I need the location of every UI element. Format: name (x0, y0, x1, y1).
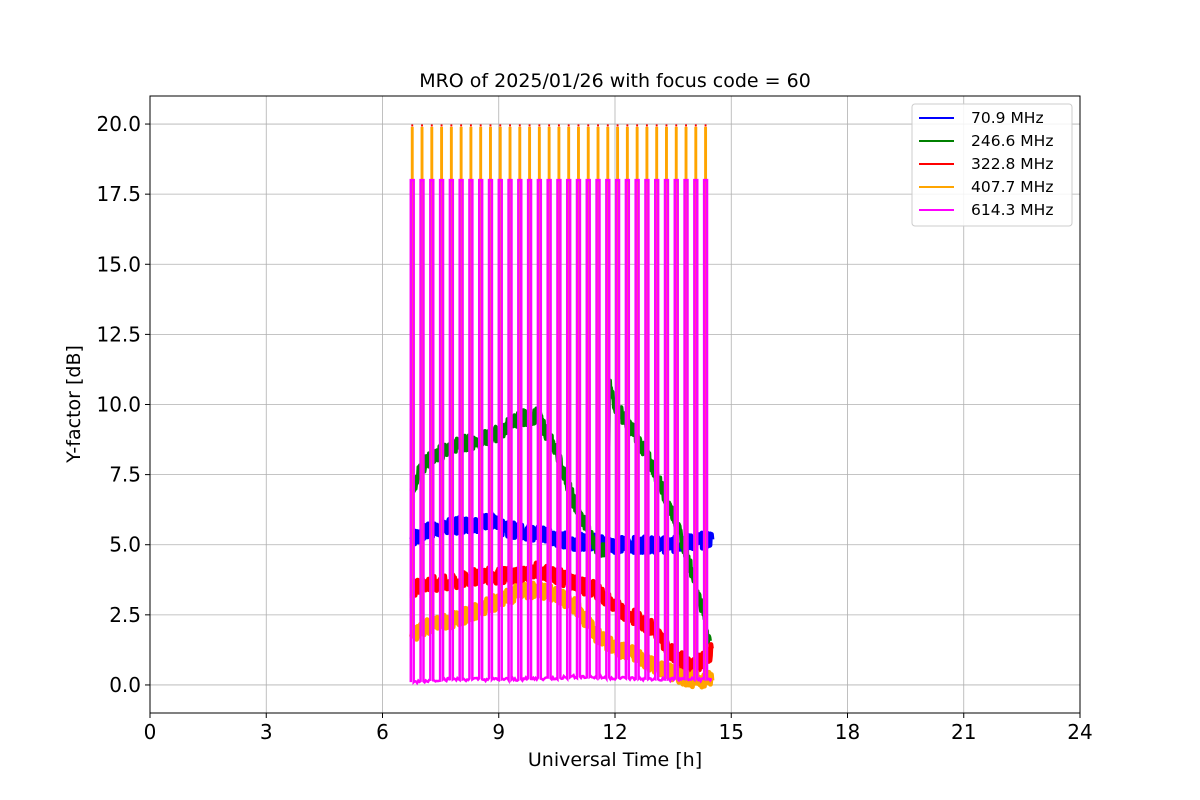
legend-label: 614.3 MHz (971, 201, 1053, 219)
y-tick-label: 2.5 (109, 603, 141, 627)
x-tick-label: 15 (719, 720, 744, 744)
orange-pulse (577, 126, 580, 610)
plot-area (409, 124, 715, 690)
orange-pulse (586, 126, 590, 624)
y-axis-label: Y-factor [dB] (63, 345, 85, 464)
orange-pulse (684, 126, 688, 678)
orange-pulse (498, 126, 502, 601)
y-tick-label: 10.0 (96, 393, 141, 417)
axis-ticks: 0 3 6 9 12 15 18 21 24 0.0 2.5 5.0 7.5 10.0 12.5 15.0 17… (96, 112, 1092, 744)
orange-pulse (635, 126, 639, 656)
orange-pulse (537, 126, 541, 591)
legend-label: 246.6 MHz (971, 132, 1053, 150)
orange-pulse (479, 126, 483, 609)
legend: 70.9 MHz 246.6 MHz 322.8 MHz 407.7 MHz 614.3… (911, 103, 1073, 227)
x-axis-label: Universal Time [h] (528, 749, 702, 771)
x-tick-label: 6 (376, 720, 389, 744)
y-tick-label: 7.5 (109, 463, 141, 487)
orange-pulse (440, 126, 444, 623)
orange-pulse (508, 126, 512, 596)
x-tick-label: 0 (144, 720, 157, 744)
orange-pulse (616, 126, 620, 650)
orange-pulse (459, 126, 463, 618)
y-tick-label: 12.5 (96, 322, 141, 346)
orange-pulse (449, 126, 453, 621)
orange-pulse (489, 126, 492, 605)
orange-pulse (665, 126, 668, 671)
x-tick-label: 12 (602, 720, 627, 744)
x-tick-label: 18 (835, 720, 860, 744)
chart-title: MRO of 2025/01/26 with focus code = 60 (419, 70, 811, 92)
orange-pulse (596, 126, 600, 637)
y-tick-label: 17.5 (96, 182, 141, 206)
legend-label: 322.8 MHz (971, 155, 1053, 173)
orange-pulse (567, 126, 571, 603)
orange-pulse (674, 126, 678, 675)
orange-pulse (655, 126, 659, 667)
orange-pulse (528, 126, 532, 591)
orange-pulse (694, 126, 698, 680)
orange-pulse (625, 126, 629, 653)
legend-label: 70.9 MHz (971, 109, 1044, 127)
orange-pulse (704, 126, 708, 680)
y-tick-label: 0.0 (109, 673, 141, 697)
orange-pulse (469, 126, 473, 613)
legend-box (911, 103, 1073, 227)
orange-pulse (518, 126, 522, 593)
orange-pulse (547, 126, 551, 593)
orange-pulse (410, 126, 414, 635)
x-tick-label: 21 (951, 720, 976, 744)
orange-pulse (430, 126, 434, 626)
y-tick-label: 5.0 (109, 533, 141, 557)
orange-pulse (420, 126, 424, 629)
legend-label: 407.7 MHz (971, 178, 1053, 196)
series-line-614 (409, 178, 713, 686)
orange-pulse (557, 126, 561, 597)
x-tick-label: 9 (492, 720, 505, 744)
orange-pulse (645, 126, 649, 662)
y-tick-label: 20.0 (96, 112, 141, 136)
orange-pulse (606, 126, 610, 644)
x-tick-label: 3 (260, 720, 273, 744)
y-tick-label: 15.0 (96, 252, 141, 276)
x-tick-label: 24 (1067, 720, 1092, 744)
